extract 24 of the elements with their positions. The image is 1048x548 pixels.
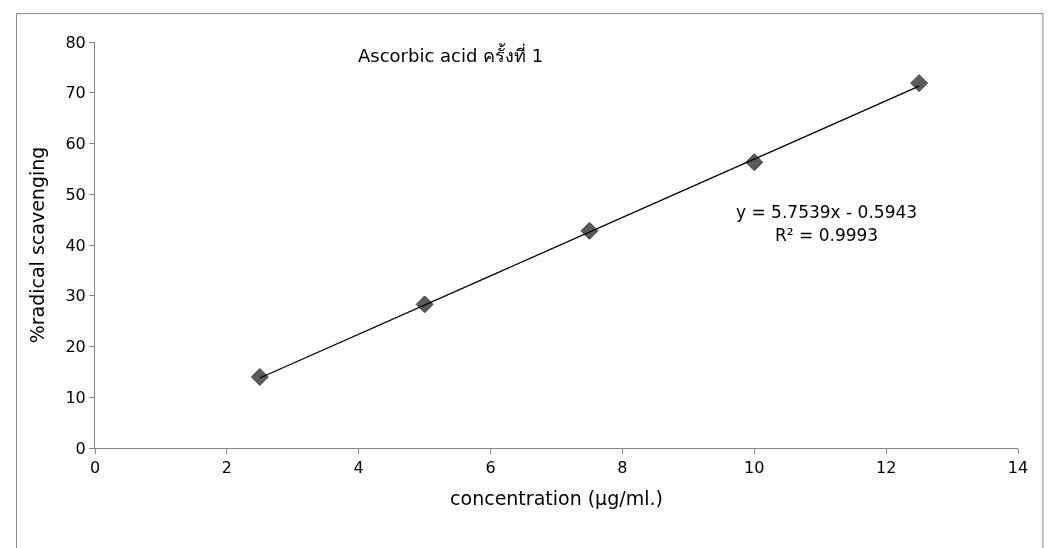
y-axis-title: %radical scavenging — [26, 146, 49, 344]
annotation: R² = 0.9993 — [775, 225, 879, 245]
x-tick-label: 0 — [89, 458, 101, 478]
x-tick-label: 14 — [1007, 458, 1029, 478]
x-tick-label: 2 — [221, 458, 232, 478]
x-tick-label: 8 — [617, 458, 628, 478]
y-tick-label: 30 — [65, 286, 86, 306]
y-tick-label: 70 — [65, 83, 86, 103]
point — [910, 74, 929, 93]
y-tick-label: 0 — [75, 438, 86, 458]
y-tick-label: 50 — [65, 184, 86, 204]
y-tick-label: 60 — [65, 134, 86, 154]
chart-title: Ascorbic acid ครั้งที่ 1 — [357, 42, 544, 66]
annotation: y = 5.7539x - 0.5943 — [736, 202, 918, 222]
x-axis-title: concentration (µg/ml.) — [450, 487, 663, 509]
y-tick-label: 20 — [65, 337, 86, 357]
x-tick-label: 12 — [875, 458, 897, 478]
y-tick-label: 40 — [65, 235, 86, 255]
y-tick-label: 10 — [65, 387, 86, 407]
x-tick-label: 6 — [485, 458, 496, 478]
y-tick-label: 80 — [65, 32, 86, 52]
x-tick-label: 4 — [353, 458, 364, 478]
x-tick-label: 10 — [744, 458, 765, 478]
point — [250, 368, 269, 386]
